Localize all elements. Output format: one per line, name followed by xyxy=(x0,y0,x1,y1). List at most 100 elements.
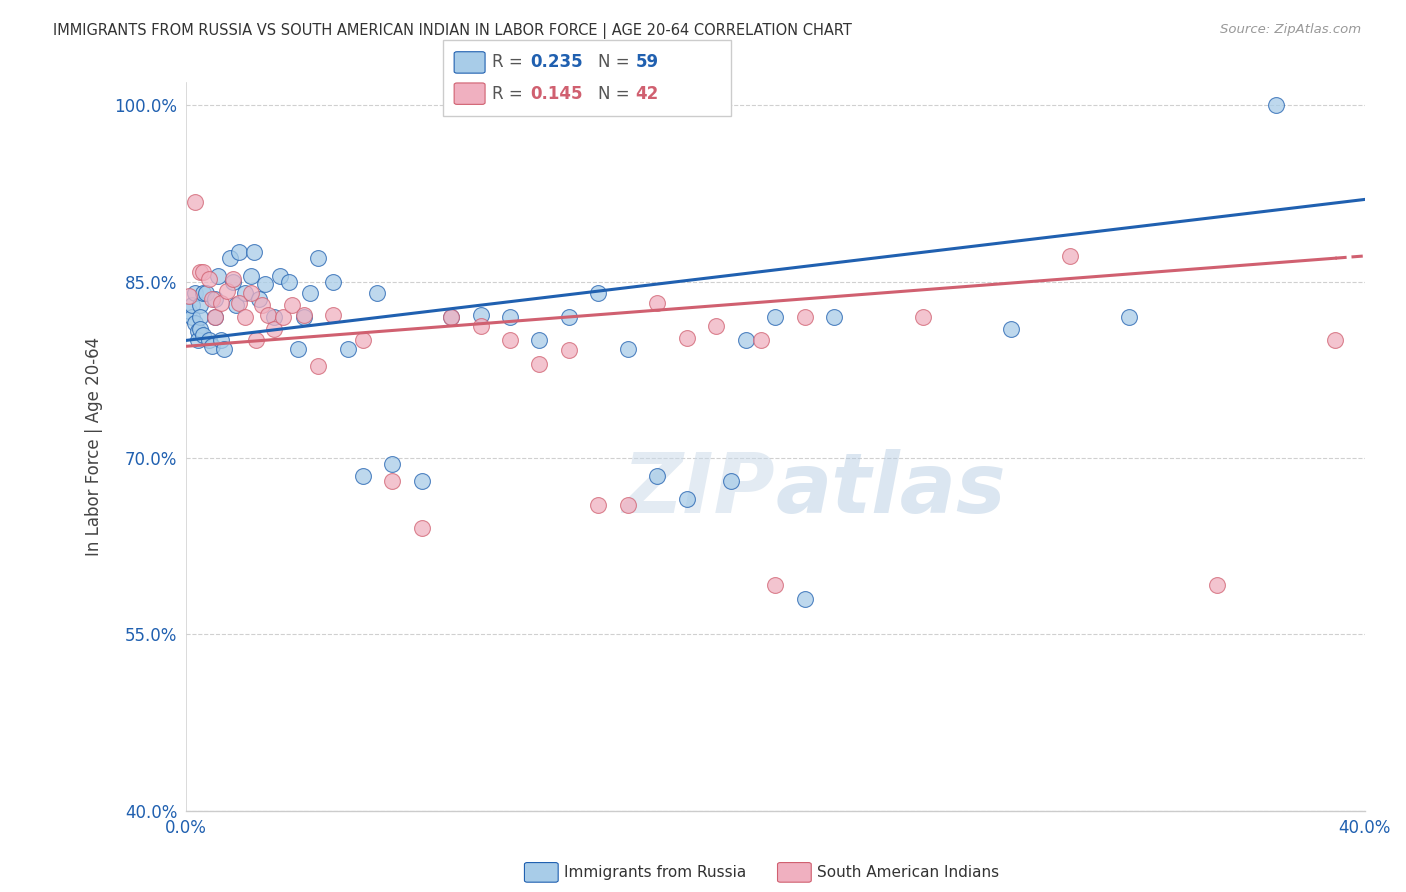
Point xyxy=(647,296,669,310)
Point xyxy=(588,286,610,301)
Point xyxy=(823,310,845,324)
Point xyxy=(558,310,581,324)
Point xyxy=(269,268,291,283)
Text: 0.145: 0.145 xyxy=(530,85,582,103)
Point xyxy=(198,272,221,286)
Point xyxy=(209,334,232,348)
Text: R =: R = xyxy=(492,54,529,71)
Point xyxy=(198,334,221,348)
Point xyxy=(177,304,200,318)
Point xyxy=(720,475,742,489)
Point xyxy=(281,298,304,312)
Point xyxy=(366,286,388,301)
Y-axis label: In Labor Force | Age 20-64: In Labor Force | Age 20-64 xyxy=(86,336,103,556)
Point xyxy=(252,298,274,312)
Point xyxy=(225,298,247,312)
Point xyxy=(292,310,315,324)
Point xyxy=(180,298,202,312)
Point xyxy=(381,475,404,489)
Point xyxy=(676,492,699,507)
Point xyxy=(617,342,640,356)
Point xyxy=(193,327,215,342)
Point xyxy=(180,310,202,324)
Point xyxy=(749,334,772,348)
Point xyxy=(177,289,200,303)
Point xyxy=(411,475,433,489)
Point xyxy=(263,310,285,324)
Point xyxy=(186,334,208,348)
Text: Source: ZipAtlas.com: Source: ZipAtlas.com xyxy=(1220,23,1361,37)
Point xyxy=(1059,249,1081,263)
Point xyxy=(676,331,699,345)
Point xyxy=(222,275,245,289)
Point xyxy=(239,268,262,283)
Point xyxy=(228,245,250,260)
Point xyxy=(440,310,463,324)
Point xyxy=(204,293,226,307)
Point xyxy=(254,277,277,291)
Point xyxy=(212,342,235,356)
Point xyxy=(183,286,205,301)
Point xyxy=(190,265,212,279)
Point xyxy=(201,339,224,353)
Point xyxy=(183,316,205,330)
Point xyxy=(352,468,374,483)
Point xyxy=(233,286,256,301)
Point xyxy=(271,310,294,324)
Point xyxy=(617,498,640,512)
Point xyxy=(352,334,374,348)
Text: 0.235: 0.235 xyxy=(530,54,582,71)
Point xyxy=(190,321,212,335)
Point xyxy=(734,334,756,348)
Point xyxy=(470,319,492,334)
Point xyxy=(204,310,226,324)
Point xyxy=(411,521,433,535)
Point xyxy=(183,194,205,209)
Point xyxy=(1324,334,1347,348)
Text: atlas: atlas xyxy=(775,450,1005,531)
Text: N =: N = xyxy=(598,54,634,71)
Point xyxy=(322,308,344,322)
Point xyxy=(233,310,256,324)
Point xyxy=(292,308,315,322)
Point xyxy=(911,310,934,324)
Point xyxy=(228,296,250,310)
Point xyxy=(249,293,271,307)
Point xyxy=(195,286,218,301)
Point xyxy=(307,251,329,265)
Point xyxy=(298,286,321,301)
Text: ZIP: ZIP xyxy=(623,450,775,531)
Point xyxy=(263,321,285,335)
Point xyxy=(215,284,238,298)
Point xyxy=(193,286,215,301)
Point xyxy=(336,342,359,356)
Point xyxy=(242,245,264,260)
Point xyxy=(193,265,215,279)
Point xyxy=(1206,578,1229,592)
Point xyxy=(277,275,299,289)
Point xyxy=(287,342,309,356)
Text: South American Indians: South American Indians xyxy=(817,865,1000,880)
Point xyxy=(1000,321,1022,335)
Point xyxy=(222,272,245,286)
Point xyxy=(763,578,786,592)
Text: IMMIGRANTS FROM RUSSIA VS SOUTH AMERICAN INDIAN IN LABOR FORCE | AGE 20-64 CORRE: IMMIGRANTS FROM RUSSIA VS SOUTH AMERICAN… xyxy=(53,23,852,39)
Point xyxy=(470,308,492,322)
Point xyxy=(529,334,551,348)
Text: R =: R = xyxy=(492,85,529,103)
Text: 42: 42 xyxy=(636,85,659,103)
Point xyxy=(381,457,404,471)
Point xyxy=(1265,98,1288,112)
Point xyxy=(209,296,232,310)
Point xyxy=(245,334,267,348)
Point xyxy=(201,293,224,307)
Point xyxy=(322,275,344,289)
Point xyxy=(219,251,242,265)
Point xyxy=(207,268,229,283)
Point xyxy=(793,310,815,324)
Point xyxy=(499,334,522,348)
Point xyxy=(704,319,727,334)
Point xyxy=(588,498,610,512)
Point xyxy=(186,324,208,338)
Point xyxy=(647,468,669,483)
